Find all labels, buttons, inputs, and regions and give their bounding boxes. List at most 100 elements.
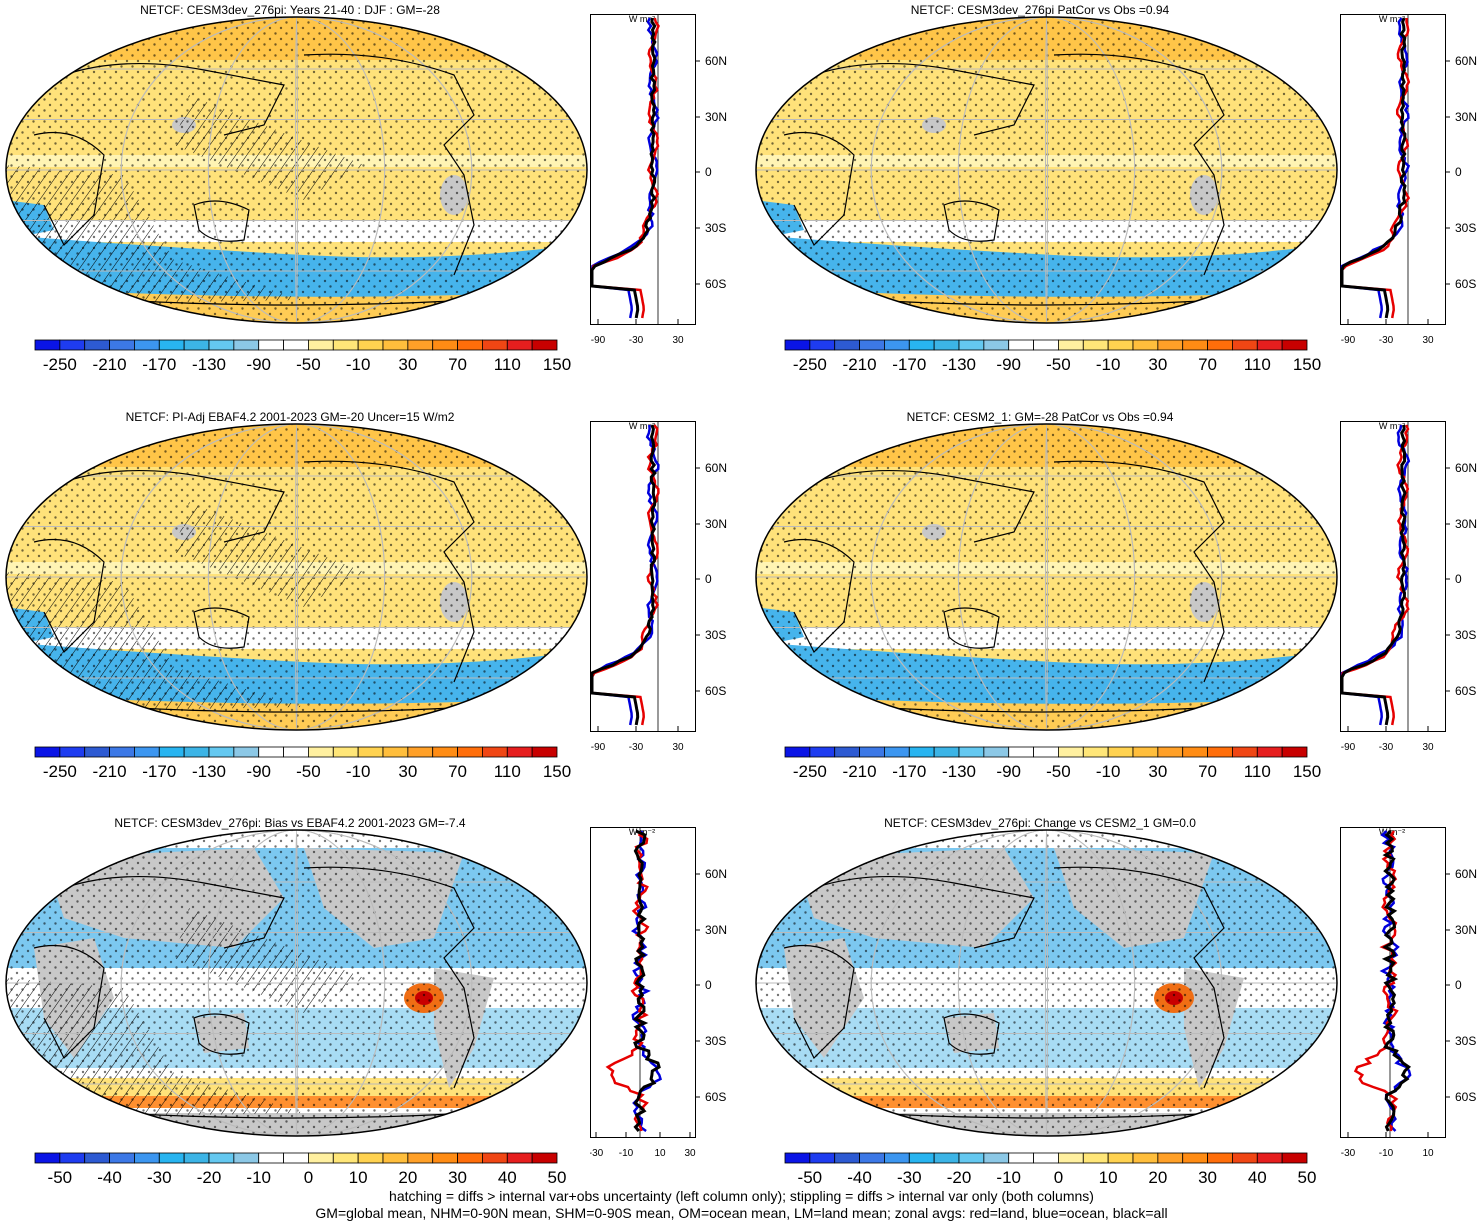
colorbar-tick-label: -210 xyxy=(843,762,877,782)
colorbar-swatch xyxy=(159,1153,184,1163)
colorbar-tick-label: -210 xyxy=(93,355,127,375)
colorbar-tick-label: -30 xyxy=(897,1168,922,1188)
latitude-label: 30N xyxy=(1455,923,1477,937)
colorbar-tick-label: -50 xyxy=(48,1168,73,1188)
zonal-all-line xyxy=(1342,18,1405,318)
colorbar-swatch xyxy=(308,747,333,757)
zonal-land-line xyxy=(1342,425,1408,725)
colorbar-tick-label: -30 xyxy=(147,1168,172,1188)
zonal-mean-plot: W m⁻² 60N 30N 0 30S 60S -90 -30 30 xyxy=(590,421,740,766)
colorbar-swatch xyxy=(482,747,507,757)
colorbar-swatch xyxy=(333,747,358,757)
colorbar-tick-label: 70 xyxy=(1198,355,1217,375)
colorbar-swatch xyxy=(284,1153,309,1163)
global-map xyxy=(4,15,589,325)
colorbar-swatch xyxy=(85,340,110,350)
colorbar-swatch xyxy=(333,340,358,350)
colorbar-swatch xyxy=(308,1153,333,1163)
latitude-label: 0 xyxy=(1455,165,1462,179)
colorbar-swatch xyxy=(810,340,835,350)
colorbar-tick-label: 110 xyxy=(1244,355,1271,375)
latitude-label: 30S xyxy=(1455,628,1476,642)
colorbar-swatch xyxy=(785,340,810,350)
colorbar-tick-label: -170 xyxy=(142,355,176,375)
colorbar-labels: -250 -210 -170 -130 -90 -50 -10 30 70 110 150 xyxy=(34,762,556,784)
colorbar-labels: -250 -210 -170 -130 -90 -50 -10 30 70 110 150 xyxy=(784,355,1306,377)
colorbar-swatch xyxy=(433,340,458,350)
colorbar-swatch xyxy=(209,340,234,350)
colorbar-labels: -50 -40 -30 -20 -10 0 10 20 30 40 50 xyxy=(34,1168,556,1190)
colorbar-tick-label: 50 xyxy=(1298,1168,1317,1188)
colorbar-tick-label: -90 xyxy=(996,355,1021,375)
colorbar-tick-label: 30 xyxy=(1148,762,1167,782)
zonal-mean-plot: W m⁻² 60N 30N 0 30S 60S -90 -30 30 xyxy=(590,14,740,359)
colorbar-swatch xyxy=(1034,1153,1059,1163)
colorbar-swatch xyxy=(884,747,909,757)
colorbar-swatch xyxy=(984,1153,1009,1163)
colorbar-tick-label: -250 xyxy=(793,762,827,782)
colorbar-swatch xyxy=(884,340,909,350)
colorbar-swatch xyxy=(1133,1153,1158,1163)
colorbar-tick-label: -10 xyxy=(346,762,371,782)
colorbar-swatch xyxy=(860,340,885,350)
colorbar-tick-label: 30 xyxy=(398,762,417,782)
colorbar-tick-label: -20 xyxy=(197,1168,222,1188)
colorbar-swatch xyxy=(458,747,483,757)
colorbar-tick-label: 110 xyxy=(494,355,521,375)
colorbar-swatch xyxy=(1257,747,1282,757)
latitude-label: 0 xyxy=(1455,978,1462,992)
colorbar-tick-label: -170 xyxy=(142,762,176,782)
colorbar-swatch xyxy=(209,747,234,757)
colorbar-tick-label: -20 xyxy=(947,1168,972,1188)
global-map xyxy=(4,828,589,1138)
colorbar-tick-label: 150 xyxy=(1293,762,1321,782)
colorbar-swatch xyxy=(35,747,60,757)
zonal-all-line xyxy=(592,18,655,318)
colorbar-swatch xyxy=(134,1153,159,1163)
colorbar-swatch xyxy=(458,340,483,350)
colorbar-tick-label: 150 xyxy=(543,355,571,375)
colorbar-tick-label: 110 xyxy=(1244,762,1271,782)
colorbar-swatch xyxy=(1282,1153,1307,1163)
colorbar-tick-label: -50 xyxy=(296,762,321,782)
zonal-x-tick-label: 10 xyxy=(1422,1148,1434,1159)
latitude-label: 60N xyxy=(705,461,727,475)
latitude-label: 30S xyxy=(1455,221,1476,235)
colorbar-swatch xyxy=(1208,747,1233,757)
colorbar-swatch xyxy=(1208,340,1233,350)
colorbar-tick-label: 10 xyxy=(349,1168,368,1188)
colorbar-swatch xyxy=(1009,1153,1034,1163)
colorbar-swatch xyxy=(85,747,110,757)
colorbar-swatch xyxy=(1058,340,1083,350)
colorbar-swatch xyxy=(1083,340,1108,350)
latitude-label: 30N xyxy=(705,923,727,937)
colorbar-swatch xyxy=(433,1153,458,1163)
colorbar-tick-label: 40 xyxy=(498,1168,517,1188)
latitude-label: 60N xyxy=(1455,54,1477,68)
zonal-x-tick-label: 30 xyxy=(1422,335,1434,346)
colorbar-swatch xyxy=(1232,340,1257,350)
colorbar-swatch xyxy=(333,1153,358,1163)
colorbar-swatch xyxy=(1158,1153,1183,1163)
latitude-label: 60N xyxy=(705,54,727,68)
colorbar-swatch xyxy=(184,747,209,757)
colorbar-tick-label: 10 xyxy=(1099,1168,1118,1188)
global-map xyxy=(754,828,1339,1138)
colorbar-swatch xyxy=(1183,747,1208,757)
colorbar-swatch xyxy=(159,747,184,757)
colorbar-swatch xyxy=(984,747,1009,757)
latitude-label: 30N xyxy=(1455,517,1477,531)
colorbar-tick-label: 150 xyxy=(1293,355,1321,375)
colorbar xyxy=(34,746,558,758)
colorbar-swatch xyxy=(934,340,959,350)
colorbar xyxy=(34,339,558,351)
colorbar-tick-label: 30 xyxy=(398,355,417,375)
colorbar-swatch xyxy=(835,340,860,350)
colorbar-swatch xyxy=(507,340,532,350)
colorbar-swatch xyxy=(358,1153,383,1163)
colorbar-swatch xyxy=(1034,747,1059,757)
latitude-label: 60S xyxy=(705,1090,726,1104)
colorbar-tick-label: -130 xyxy=(192,762,226,782)
colorbar-swatch xyxy=(358,747,383,757)
